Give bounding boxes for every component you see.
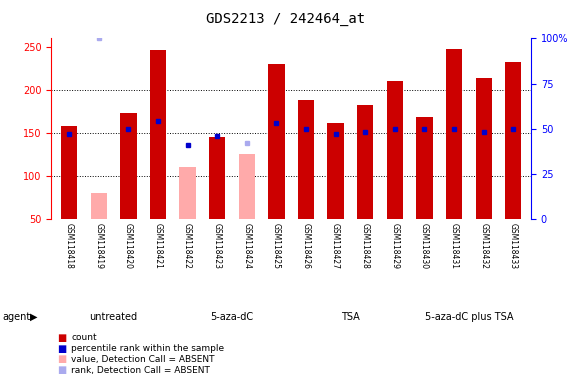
Text: GSM118418: GSM118418 — [65, 223, 74, 269]
Text: GSM118420: GSM118420 — [124, 223, 133, 269]
Text: GSM118431: GSM118431 — [449, 223, 459, 269]
Bar — [298, 100, 314, 219]
Text: GSM118427: GSM118427 — [331, 223, 340, 269]
Bar — [120, 113, 136, 219]
Bar — [61, 126, 77, 219]
Text: GSM118426: GSM118426 — [301, 223, 311, 269]
Bar — [209, 137, 226, 219]
Text: GSM118428: GSM118428 — [361, 223, 370, 269]
Text: GSM118419: GSM118419 — [94, 223, 103, 269]
Bar — [150, 50, 166, 219]
Text: GDS2213 / 242464_at: GDS2213 / 242464_at — [206, 12, 365, 25]
Text: value, Detection Call = ABSENT: value, Detection Call = ABSENT — [71, 355, 215, 364]
Text: count: count — [71, 333, 97, 343]
Bar — [446, 49, 462, 219]
Bar — [179, 167, 196, 219]
Text: 5-aza-dC plus TSA: 5-aza-dC plus TSA — [425, 312, 513, 322]
Text: ▶: ▶ — [30, 312, 37, 322]
Bar — [476, 78, 492, 219]
Bar — [239, 154, 255, 219]
Text: TSA: TSA — [341, 312, 360, 322]
Bar — [268, 64, 284, 219]
Text: GSM118422: GSM118422 — [183, 223, 192, 269]
Text: GSM118424: GSM118424 — [242, 223, 251, 269]
Text: ■: ■ — [57, 365, 66, 375]
Text: GSM118425: GSM118425 — [272, 223, 281, 269]
Bar — [328, 122, 344, 219]
Text: GSM118430: GSM118430 — [420, 223, 429, 269]
Bar — [387, 81, 403, 219]
Text: rank, Detection Call = ABSENT: rank, Detection Call = ABSENT — [71, 366, 210, 375]
Text: GSM118433: GSM118433 — [509, 223, 518, 269]
Bar — [416, 118, 433, 219]
Bar — [91, 193, 107, 219]
Text: untreated: untreated — [90, 312, 138, 322]
Text: ■: ■ — [57, 344, 66, 354]
Text: ■: ■ — [57, 354, 66, 364]
Text: GSM118429: GSM118429 — [391, 223, 399, 269]
Text: agent: agent — [3, 312, 31, 322]
Text: GSM118421: GSM118421 — [154, 223, 163, 269]
Text: ■: ■ — [57, 333, 66, 343]
Bar — [505, 63, 521, 219]
Text: GSM118423: GSM118423 — [212, 223, 222, 269]
Text: 5-aza-dC: 5-aza-dC — [211, 312, 254, 322]
Bar — [357, 104, 373, 219]
Text: GSM118432: GSM118432 — [479, 223, 488, 269]
Text: percentile rank within the sample: percentile rank within the sample — [71, 344, 224, 353]
